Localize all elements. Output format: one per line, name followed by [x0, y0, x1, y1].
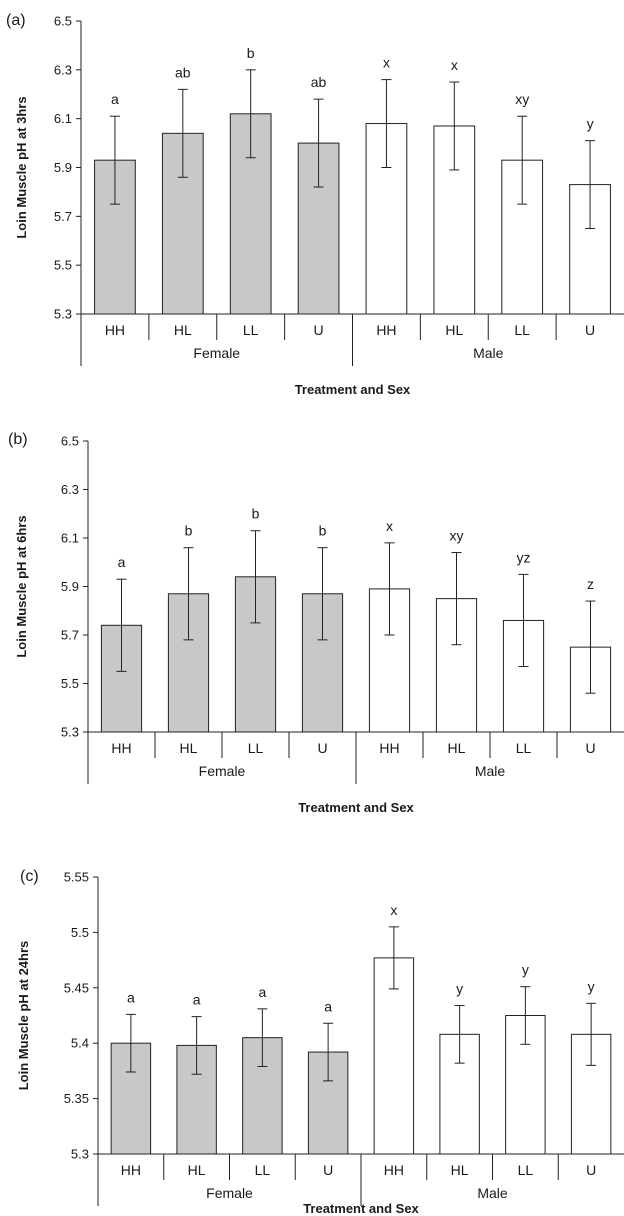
significance-label: a — [111, 91, 119, 107]
group-label: Female — [206, 1185, 253, 1201]
significance-label: y — [588, 978, 595, 994]
significance-label: yz — [517, 549, 531, 565]
significance-label: xy — [515, 91, 529, 107]
significance-label: b — [185, 523, 193, 539]
x-tick-label: HL — [188, 1162, 206, 1178]
panel-label: (b) — [8, 431, 28, 448]
x-tick-label: LL — [243, 322, 259, 338]
x-tick-label: HL — [180, 740, 198, 756]
y-axis-label: Loin Muscle pH at 6hrs — [14, 515, 29, 657]
x-tick-label: U — [585, 740, 595, 756]
y-tick-label: 5.3 — [61, 725, 79, 740]
bar — [570, 1033, 612, 1155]
x-tick-label: HL — [448, 740, 466, 756]
x-tick-label: LL — [514, 322, 530, 338]
bar — [373, 957, 415, 1155]
x-tick-label: HH — [105, 322, 125, 338]
y-tick-label: 5.7 — [61, 628, 79, 643]
x-tick-label: U — [323, 1162, 333, 1178]
significance-label: y — [456, 981, 463, 997]
group-label: Male — [475, 763, 506, 779]
significance-label: a — [118, 554, 126, 570]
group-label: Female — [193, 345, 240, 361]
chart-panel-3: (c) 5.3 5.35 5.4 5.45 5.5 5.55 a a a a x y y y HH HL LL U H… — [16, 868, 624, 1216]
x-tick-label: HH — [384, 1162, 404, 1178]
y-tick-label: 5.35 — [64, 1091, 89, 1106]
y-tick-label: 5.5 — [61, 676, 79, 691]
y-tick-label: 6.5 — [61, 434, 79, 449]
y-tick-label: 5.3 — [71, 1147, 89, 1162]
significance-label: xy — [450, 528, 464, 544]
significance-label: a — [127, 989, 135, 1005]
y-tick-label: 5.9 — [54, 160, 72, 175]
x-tick-label: LL — [516, 740, 532, 756]
y-tick-label: 5.5 — [54, 258, 72, 273]
x-axis-label: Treatment and Sex — [298, 800, 414, 815]
group-label: Male — [473, 345, 504, 361]
y-tick-label: 6.1 — [54, 111, 72, 126]
x-tick-label: U — [317, 740, 327, 756]
x-tick-label: U — [585, 322, 595, 338]
significance-label: b — [247, 45, 255, 61]
significance-label: ab — [311, 74, 327, 90]
y-tick-label: 6.5 — [54, 14, 72, 29]
significance-label: b — [252, 506, 260, 522]
y-axis-label: Loin Muscle pH at 3hrs — [14, 96, 29, 238]
chart-panel-2: (b) 5.3 5.5 5.7 5.9 6.1 6.3 6.5 a b b b x xy yz z HH HL LL… — [8, 431, 624, 815]
significance-label: y — [587, 116, 594, 132]
y-tick-label: 6.1 — [61, 531, 79, 546]
x-tick-label: HL — [445, 322, 463, 338]
y-tick-label: 5.5 — [71, 925, 89, 940]
x-tick-label: HL — [174, 322, 192, 338]
significance-label: z — [587, 576, 594, 592]
significance-label: x — [451, 57, 458, 73]
significance-label: y — [522, 962, 529, 978]
y-tick-label: 5.55 — [64, 870, 89, 885]
x-tick-label: LL — [255, 1162, 271, 1178]
x-tick-label: LL — [518, 1162, 534, 1178]
y-tick-label: 5.7 — [54, 209, 72, 224]
y-axis-label: Loin Muscle pH at 24hrs — [16, 941, 31, 1091]
group-label: Female — [199, 763, 246, 779]
y-tick-label: 5.45 — [64, 980, 89, 995]
x-tick-label: HH — [121, 1162, 141, 1178]
significance-label: a — [258, 984, 266, 1000]
group-label: Male — [477, 1185, 508, 1201]
x-tick-label: U — [586, 1162, 596, 1178]
y-tick-label: 6.3 — [61, 482, 79, 497]
significance-label: x — [386, 518, 393, 534]
significance-label: a — [324, 998, 332, 1014]
panel-label: (c) — [20, 868, 39, 885]
x-tick-label: HH — [379, 740, 399, 756]
x-tick-label: HH — [111, 740, 131, 756]
x-tick-label: LL — [248, 740, 264, 756]
y-tick-label: 5.3 — [54, 307, 72, 322]
y-tick-label: 5.9 — [61, 579, 79, 594]
x-axis-label: Treatment and Sex — [295, 382, 411, 397]
y-tick-label: 5.4 — [71, 1036, 89, 1051]
panel-label: (a) — [6, 12, 26, 29]
x-tick-label: HH — [376, 322, 396, 338]
significance-label: a — [193, 992, 201, 1008]
significance-label: ab — [175, 64, 191, 80]
chart-panel-1: (a) 5.3 5.5 5.7 5.9 6.1 6.3 6.5 a ab b ab x x xy y HH HL L… — [6, 12, 624, 397]
y-tick-label: 6.3 — [54, 62, 72, 77]
significance-label: x — [383, 55, 390, 71]
x-tick-label: U — [314, 322, 324, 338]
significance-label: x — [390, 902, 397, 918]
x-tick-label: HL — [451, 1162, 469, 1178]
x-axis-label: Treatment and Sex — [303, 1201, 419, 1216]
significance-label: b — [319, 523, 327, 539]
